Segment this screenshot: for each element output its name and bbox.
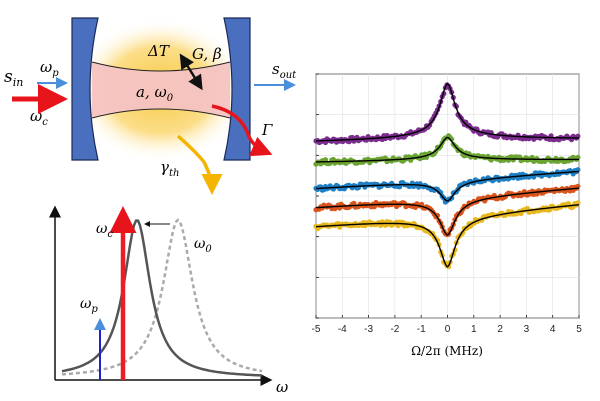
x-tick-label: 1	[471, 324, 477, 335]
x-tick-label: -2	[390, 324, 399, 335]
plot-series	[313, 82, 581, 270]
x-tick-label: -5	[312, 324, 321, 335]
fit-line	[316, 204, 580, 268]
left-mirror	[71, 17, 99, 161]
sout-label: sout	[272, 60, 297, 81]
x-tick-label: 5	[576, 324, 582, 335]
cavity-schematic: sin ωp ωc ΔT G, β a, ω0 sout Γ γth	[4, 17, 297, 195]
x-tick-labels: -5 -4 -3 -2 -1 0 1 2 3 4 5	[312, 324, 583, 335]
x-tick-label: 4	[550, 324, 556, 335]
delta-t-label: ΔT	[147, 42, 170, 60]
data-point	[397, 184, 403, 190]
fit-line	[316, 82, 579, 142]
wc-label: ωc	[30, 107, 48, 128]
data-point	[575, 200, 581, 206]
x-tick-label: -3	[364, 324, 373, 335]
x-tick-label: 2	[497, 324, 503, 335]
spectrum-x-label: ω	[276, 378, 288, 396]
gamma-loss-label: Γ	[261, 121, 273, 139]
x-tick-label: -1	[417, 324, 426, 335]
spectrum-schematic: ωc ω0 ωp ω	[49, 205, 288, 396]
shifted-resonance-curve	[61, 219, 263, 377]
wp-label: ωp	[40, 58, 59, 79]
fit-line	[316, 136, 579, 163]
g-beta-label: G, β	[192, 45, 222, 63]
transmission-chart: -5 -4 -3 -2 -1 0 1 2 3 4 5 Ω/2π (MHz)	[312, 73, 583, 358]
x-tick-label: 0	[445, 324, 451, 335]
spectrum-w0-label: ω0	[194, 236, 212, 255]
fit-line	[315, 187, 579, 236]
gamma-th-label: γth	[160, 158, 179, 179]
fit-line	[316, 170, 579, 202]
spectrum-wc-label: ωc	[96, 221, 113, 240]
mode-label: a, ω0	[136, 83, 174, 104]
x-tick-label: -4	[338, 324, 347, 335]
data-point	[575, 183, 581, 189]
data-point	[434, 212, 441, 219]
sin-label: sin	[4, 67, 23, 89]
spectrum-wp-label: ωp	[80, 296, 98, 315]
x-tick-label: 3	[524, 324, 530, 335]
bare-resonance-curve	[61, 218, 263, 376]
x-axis-label: Ω/2π (MHz)	[411, 344, 483, 358]
